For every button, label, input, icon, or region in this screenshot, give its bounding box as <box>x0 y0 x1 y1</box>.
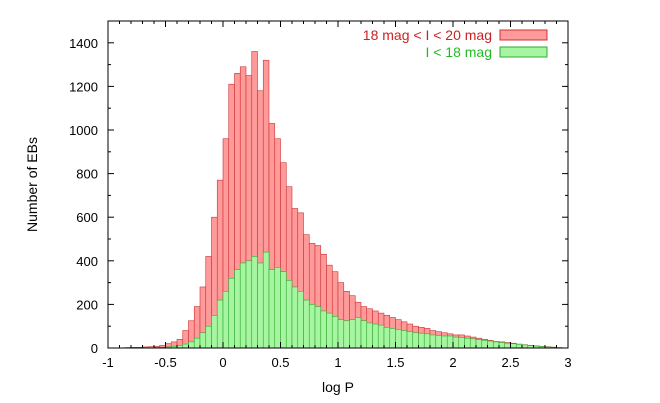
bar-bright <box>504 342 511 349</box>
bar-bright <box>475 339 483 349</box>
legend-swatch-faint <box>499 29 548 41</box>
bar-bright <box>239 262 247 349</box>
bar-bright <box>383 326 391 349</box>
bar-bright <box>435 335 442 349</box>
y-tick-label: 200 <box>76 297 98 312</box>
legend-label-faint: 18 mag < I < 20 mag <box>363 27 492 43</box>
bar-bright <box>234 269 241 349</box>
bar-bright <box>320 310 327 349</box>
bar-bright <box>464 337 471 349</box>
bar-bright <box>193 337 201 349</box>
bar-bright <box>395 329 402 349</box>
bar-bright <box>354 317 362 349</box>
bar-bright <box>326 312 333 349</box>
bar-bright <box>222 291 230 349</box>
bar-bright <box>337 319 345 349</box>
y-tick-label: 1200 <box>69 79 98 94</box>
bar-bright <box>446 335 454 349</box>
legend-swatch-bright <box>499 46 548 58</box>
bar-bright <box>257 262 264 349</box>
x-tick-label: 0.5 <box>271 355 289 370</box>
bar-bright <box>389 328 396 349</box>
bar-bright <box>360 320 368 349</box>
bar-bright <box>469 338 477 349</box>
y-tick-label: 1400 <box>69 36 98 51</box>
bar-bright <box>349 319 356 349</box>
bar-bright <box>188 341 195 349</box>
bar-bright <box>377 324 385 349</box>
bar-bright <box>492 341 500 349</box>
x-tick-label: 3 <box>564 355 571 370</box>
legend: 18 mag < I < 20 mag I < 18 mag <box>363 27 548 60</box>
bar-bright <box>372 323 379 349</box>
bar-bright <box>285 280 293 349</box>
bars <box>124 51 563 349</box>
bar-bright <box>182 343 189 349</box>
bar-bright <box>515 343 523 349</box>
y-axis-label: Number of EBs <box>24 137 40 232</box>
bar-bright <box>274 267 281 349</box>
bar-bright <box>498 342 506 349</box>
y-tick-label: 0 <box>91 341 98 356</box>
bar-bright <box>262 251 270 349</box>
x-tick-label: 2 <box>449 355 456 370</box>
bar-bright <box>400 330 408 349</box>
bar-bright <box>303 299 310 349</box>
bar-bright <box>366 322 373 349</box>
bar-bright <box>510 343 517 349</box>
bar-bright <box>280 271 287 349</box>
y-tick-label: 400 <box>76 254 98 269</box>
y-tick-label: 800 <box>76 167 98 182</box>
x-tick-label: -0.5 <box>154 355 176 370</box>
bar-bright <box>216 299 224 349</box>
bar-bright <box>487 340 494 349</box>
bar-bright <box>423 333 431 349</box>
bar-bright <box>458 337 465 349</box>
bar-bright <box>205 325 212 349</box>
bar-bright <box>406 331 414 349</box>
bar-bright <box>418 332 425 349</box>
bar-bright <box>268 269 276 349</box>
x-tick-label: 0 <box>219 355 226 370</box>
bar-bright <box>429 334 437 349</box>
x-tick-label: 1.5 <box>386 355 404 370</box>
bar-bright <box>314 306 322 349</box>
y-tick-label: 1000 <box>69 123 98 138</box>
bar-bright <box>452 336 460 349</box>
bar-bright <box>481 340 488 349</box>
bar-bright <box>343 320 350 349</box>
bar-bright <box>297 291 304 349</box>
x-tick-label: 1 <box>334 355 341 370</box>
y-tick-label: 600 <box>76 210 98 225</box>
bar-bright <box>211 314 218 349</box>
bar-bright <box>228 277 235 349</box>
bar-bright <box>199 332 207 349</box>
bar-bright <box>308 304 316 349</box>
bar-bright <box>291 286 299 349</box>
bar-bright <box>441 335 448 349</box>
x-tick-label: 2.5 <box>501 355 519 370</box>
bar-bright <box>245 260 253 349</box>
legend-label-bright: I < 18 mag <box>425 44 492 60</box>
bar-bright <box>331 316 339 349</box>
bar-bright <box>412 332 419 349</box>
bar-bright <box>251 256 258 349</box>
x-axis-label: log P <box>322 379 354 395</box>
x-tick-label: -1 <box>102 355 114 370</box>
